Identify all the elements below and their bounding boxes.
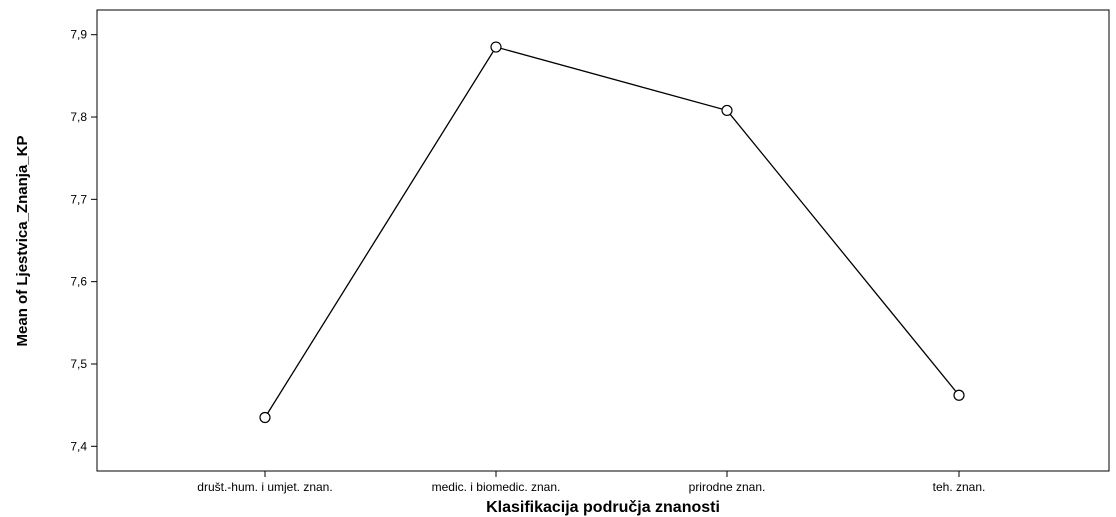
data-point: [490, 41, 502, 53]
series-line: [264, 46, 960, 418]
data-point: [259, 411, 271, 424]
y-tick-label: 7,9: [70, 28, 87, 42]
series-group: [259, 41, 965, 424]
data-point: [953, 389, 965, 401]
x-tick-label: prirodne znan.: [689, 480, 766, 494]
x-tick-label: društ.-hum. i umjet. znan.: [197, 480, 332, 494]
y-tick-label: 7,5: [70, 357, 87, 371]
y-axis-ticks: 7,4 7,5 7,6 7,7 7,8 7,9: [70, 28, 97, 453]
x-tick-label: teh. znan.: [933, 480, 986, 494]
data-point: [721, 104, 733, 117]
x-axis-title: Klasifikacija područja znanosti: [486, 499, 720, 516]
y-tick-label: 7,6: [70, 275, 87, 289]
x-tick-label: medic. i biomedic. znan.: [432, 480, 561, 494]
y-axis-title: Mean of Ljestvica_Znanja_KP: [14, 136, 31, 347]
y-tick-label: 7,8: [70, 110, 87, 124]
x-axis-ticks: društ.-hum. i umjet. znan. medic. i biome…: [197, 471, 985, 494]
y-tick-label: 7,4: [70, 439, 87, 453]
y-tick-label: 7,7: [70, 192, 87, 206]
plot-frame: [96, 9, 1110, 472]
